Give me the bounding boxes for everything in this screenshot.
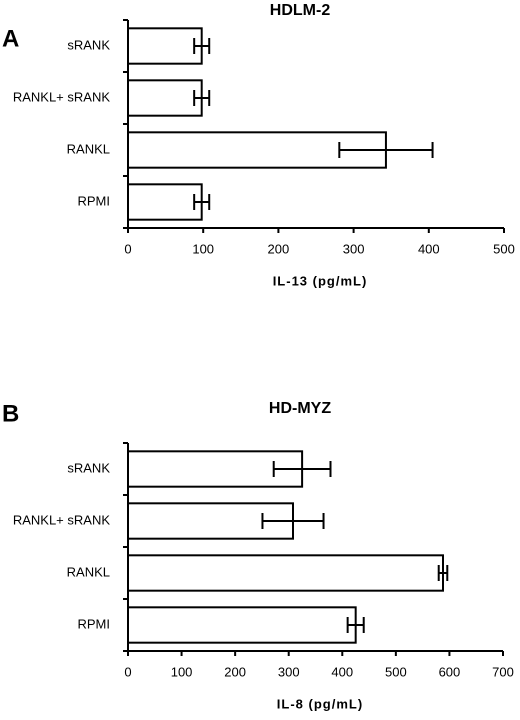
x-tick-label: 100: [192, 241, 214, 256]
y-tick-label: RANKL+ sRANK: [13, 512, 110, 527]
chart-title: HD-MYZ: [269, 400, 331, 417]
x-tick-label: 300: [343, 241, 365, 256]
x-tick-label: 200: [268, 241, 290, 256]
bar: [127, 27, 203, 65]
x-tick-label: 0: [124, 241, 131, 256]
x-tick-label: 0: [124, 664, 131, 679]
x-axis-label: IL-13 (pg/mL): [273, 273, 368, 288]
x-tick-label: 100: [171, 664, 193, 679]
bar: [127, 183, 203, 221]
x-tick-label: 200: [224, 664, 246, 679]
x-tick-label: 400: [418, 241, 440, 256]
x-tick-label: 700: [492, 664, 514, 679]
bar: [127, 554, 444, 592]
y-tick-label: RPMI: [78, 193, 111, 208]
panel-label: A: [2, 25, 19, 52]
bar: [127, 79, 203, 117]
y-tick-label: sRANK: [67, 37, 110, 52]
bar: [127, 606, 357, 644]
x-tick-label: 500: [493, 241, 515, 256]
x-tick-label: 500: [385, 664, 407, 679]
chart-title: HDLM-2: [270, 2, 331, 19]
y-tick-label: RANKL+ sRANK: [13, 89, 110, 104]
x-tick-label: 300: [278, 664, 300, 679]
y-tick-label: RANKL: [67, 141, 110, 156]
y-tick-label: RANKL: [67, 564, 110, 579]
x-tick-label: 600: [439, 664, 461, 679]
y-tick-label: sRANK: [67, 460, 110, 475]
x-axis-label: IL-8 (pg/mL): [277, 696, 363, 711]
panel-label: B: [2, 400, 19, 427]
x-tick-label: 400: [331, 664, 353, 679]
y-tick-label: RPMI: [78, 616, 111, 631]
